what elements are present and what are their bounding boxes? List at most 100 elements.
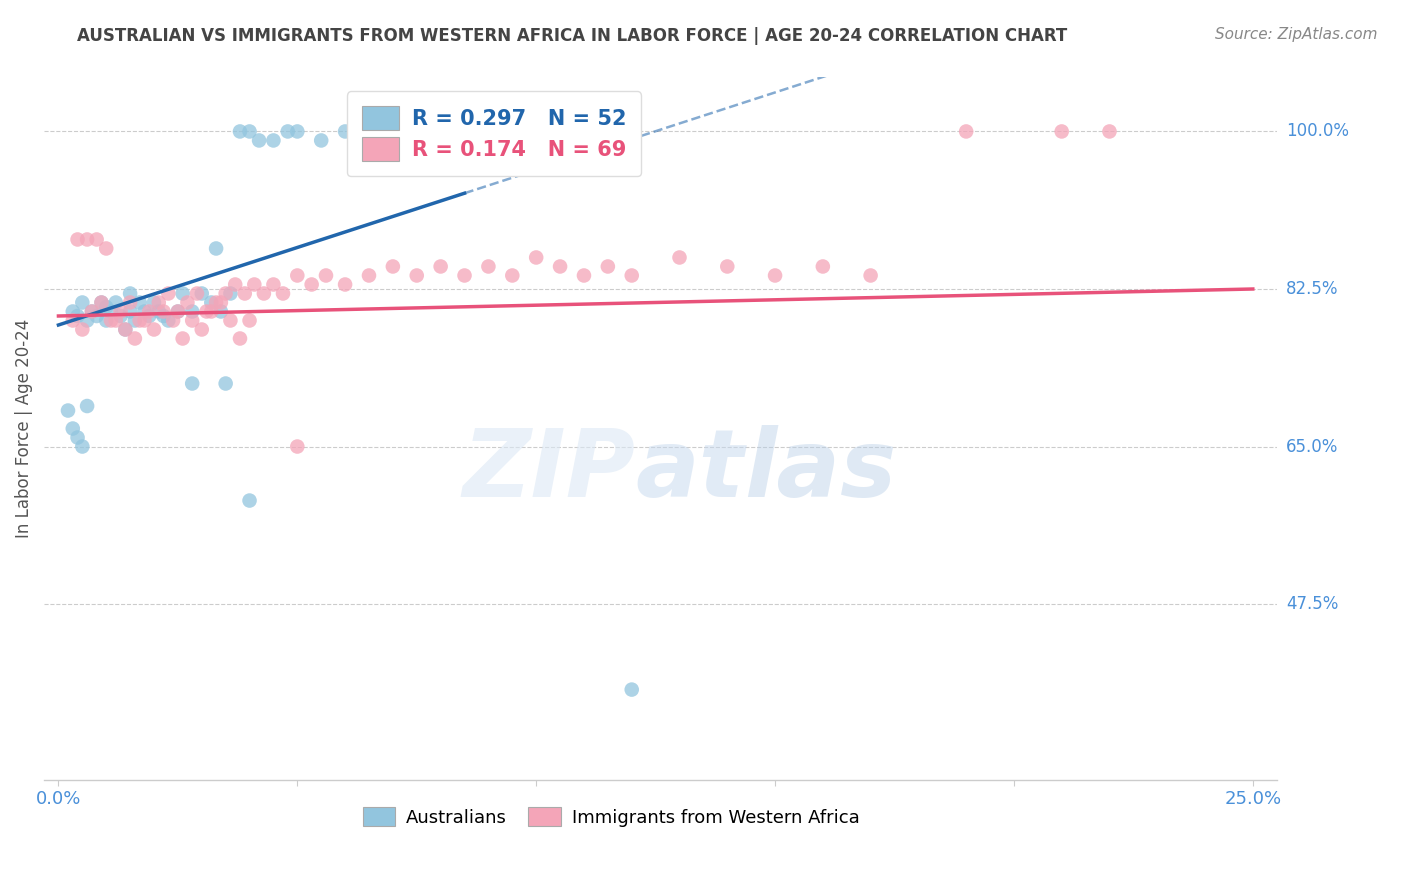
Point — [453, 268, 475, 283]
Point — [162, 313, 184, 327]
Text: las: las — [744, 425, 897, 516]
Point — [233, 286, 256, 301]
Point — [429, 260, 451, 274]
Point — [229, 124, 252, 138]
Point — [405, 268, 427, 283]
Point — [668, 251, 690, 265]
Point — [134, 313, 156, 327]
Point — [157, 286, 180, 301]
Point — [96, 300, 118, 314]
Point — [285, 268, 308, 283]
Point — [157, 313, 180, 327]
Point — [238, 124, 260, 138]
Point — [1050, 124, 1073, 138]
Point — [253, 286, 276, 301]
Point — [357, 133, 380, 147]
Point — [76, 232, 98, 246]
Point — [152, 309, 174, 323]
Point — [72, 440, 94, 454]
Point — [716, 260, 738, 274]
Point — [429, 124, 451, 138]
Point — [128, 295, 150, 310]
Point — [172, 331, 194, 345]
Point — [176, 295, 198, 310]
Point — [72, 295, 94, 310]
Point — [219, 286, 242, 301]
Point — [66, 431, 89, 445]
Point — [224, 277, 246, 292]
Point — [262, 277, 284, 292]
Point — [143, 295, 166, 310]
Point — [205, 295, 228, 310]
Legend: Australians, Immigrants from Western Africa: Australians, Immigrants from Western Afr… — [356, 800, 868, 834]
Text: 47.5%: 47.5% — [1286, 595, 1339, 613]
Point — [66, 232, 89, 246]
Point — [262, 133, 284, 147]
Point — [96, 313, 118, 327]
Point — [167, 304, 190, 318]
Point — [80, 304, 103, 318]
Point — [200, 304, 222, 318]
Point — [124, 331, 146, 345]
Point — [247, 133, 270, 147]
Point — [524, 251, 547, 265]
Point — [172, 286, 194, 301]
Point — [195, 304, 218, 318]
Point — [134, 304, 156, 318]
Point — [110, 309, 132, 323]
Point — [148, 304, 170, 318]
Text: Source: ZipAtlas.com: Source: ZipAtlas.com — [1215, 27, 1378, 42]
Point — [120, 304, 142, 318]
Point — [90, 295, 112, 310]
Point — [181, 313, 204, 327]
Point — [238, 313, 260, 327]
Point — [333, 124, 356, 138]
Point — [205, 242, 228, 256]
Point — [76, 399, 98, 413]
Point — [104, 313, 127, 327]
Point — [86, 309, 108, 323]
Point — [301, 277, 323, 292]
Point — [62, 421, 84, 435]
Point — [620, 682, 643, 697]
Point — [381, 260, 404, 274]
Point — [596, 260, 619, 274]
Point — [357, 268, 380, 283]
Point — [148, 295, 170, 310]
Point — [271, 286, 294, 301]
Y-axis label: In Labor Force | Age 20-24: In Labor Force | Age 20-24 — [15, 319, 32, 538]
Point — [214, 376, 236, 391]
Point — [200, 295, 222, 310]
Point — [333, 277, 356, 292]
Point — [309, 133, 332, 147]
Point — [955, 124, 977, 138]
Point — [72, 322, 94, 336]
Text: 100.0%: 100.0% — [1286, 122, 1350, 140]
Point — [80, 304, 103, 318]
Point — [620, 268, 643, 283]
Point — [181, 304, 204, 318]
Point — [143, 322, 166, 336]
Point — [381, 124, 404, 138]
Point — [90, 295, 112, 310]
Text: AUSTRALIAN VS IMMIGRANTS FROM WESTERN AFRICA IN LABOR FORCE | AGE 20-24 CORRELAT: AUSTRALIAN VS IMMIGRANTS FROM WESTERN AF… — [77, 27, 1067, 45]
Point — [114, 322, 136, 336]
Point — [100, 304, 122, 318]
Point — [229, 331, 252, 345]
Point — [191, 286, 214, 301]
Point — [811, 260, 834, 274]
Point — [96, 242, 118, 256]
Point — [238, 493, 260, 508]
Point — [315, 268, 337, 283]
Point — [62, 313, 84, 327]
Point — [501, 268, 523, 283]
Point — [405, 133, 427, 147]
Text: at: at — [636, 425, 745, 516]
Point — [120, 295, 142, 310]
Point — [181, 376, 204, 391]
Point — [277, 124, 299, 138]
Point — [100, 313, 122, 327]
Point — [859, 268, 882, 283]
Point — [214, 286, 236, 301]
Point — [56, 403, 79, 417]
